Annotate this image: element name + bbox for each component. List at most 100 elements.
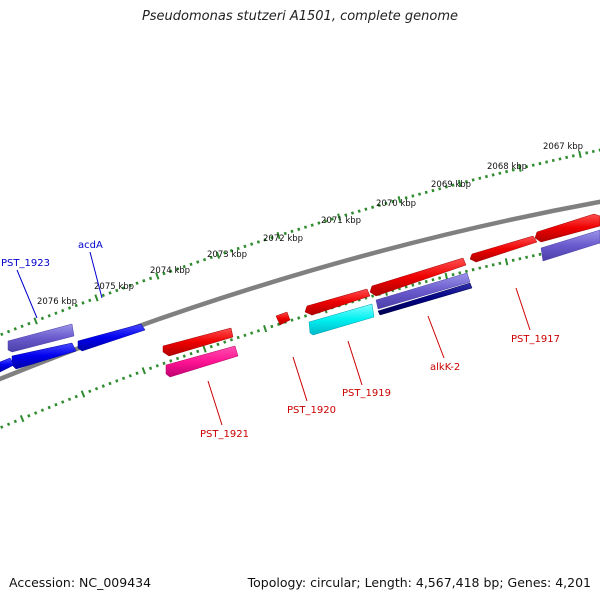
- minor-tick: [297, 227, 301, 231]
- major-tick: [19, 415, 25, 423]
- major-tick: [94, 294, 99, 302]
- minor-tick: [418, 281, 422, 285]
- gene-label-pst1917[interactable]: PST_1917: [511, 334, 560, 345]
- minor-tick: [128, 374, 132, 378]
- kbp-label: 2076 kbp: [37, 297, 77, 307]
- minor-tick: [330, 217, 334, 221]
- minor-tick: [216, 342, 220, 347]
- minor-tick: [444, 185, 448, 189]
- minor-tick: [175, 356, 180, 361]
- minor-tick: [101, 384, 105, 388]
- major-tick: [215, 251, 221, 259]
- gene-arrow-pst1921-pink[interactable]: [165, 345, 239, 378]
- minor-tick: [101, 293, 105, 298]
- gene-arrow-pst1923-forward[interactable]: [7, 323, 75, 353]
- major-tick: [337, 213, 342, 221]
- minor-tick: [209, 255, 213, 260]
- minor-tick: [418, 192, 422, 196]
- gene-arrow-pst1918-forward[interactable]: [469, 235, 538, 263]
- minor-tick: [61, 400, 65, 404]
- gene-arrow-acda-forward[interactable]: [77, 323, 146, 352]
- minor-tick: [243, 333, 247, 337]
- major-tick: [202, 345, 207, 353]
- gene-arrow-pst1917-forward[interactable]: [534, 213, 600, 243]
- minor-tick: [263, 238, 267, 242]
- minor-tick: [115, 288, 119, 293]
- minor-tick: [511, 168, 515, 172]
- minor-tick: [108, 291, 112, 295]
- minor-tick: [344, 213, 348, 217]
- minor-tick: [518, 257, 522, 261]
- minor-tick: [236, 246, 240, 251]
- minor-tick: [431, 278, 435, 282]
- reverse-strand-genes: [165, 229, 600, 378]
- minor-tick: [47, 314, 51, 318]
- minor-tick: [61, 308, 65, 313]
- gene-arrow-edge-forward[interactable]: [0, 357, 15, 373]
- minor-tick: [491, 173, 495, 177]
- minor-tick: [27, 414, 31, 418]
- minor-tick: [47, 405, 51, 410]
- gene-arrow-pst1921-small[interactable]: [275, 311, 291, 326]
- minor-tick: [0, 332, 4, 337]
- gene-label-pst1923[interactable]: PST_1923: [1, 258, 50, 269]
- gene-labels: PST_1923 acdA PST_1921 PST_1920 PST_1919…: [1, 240, 560, 440]
- kbp-label: 2068 kbp: [487, 162, 527, 172]
- gene-arrow-pst1917-reverse[interactable]: [540, 229, 600, 262]
- major-tick: [444, 272, 449, 280]
- gene-label-alkk2[interactable]: alkK-2: [430, 362, 460, 373]
- minor-tick: [545, 160, 549, 164]
- forward-strand-genes: [0, 213, 600, 373]
- minor-tick: [571, 154, 575, 158]
- minor-tick: [142, 278, 146, 283]
- gene-arrow-pst1919-cyan[interactable]: [308, 303, 375, 336]
- minor-tick: [74, 303, 78, 308]
- gene-arrow-alkk2-slate[interactable]: [375, 272, 471, 310]
- minor-tick: [13, 419, 18, 424]
- gene-label-pst1920[interactable]: PST_1920: [287, 405, 336, 416]
- gene-arrow-pst1921-forward[interactable]: [162, 327, 234, 357]
- gene-label-pst1921[interactable]: PST_1921: [200, 429, 249, 440]
- kbp-label: 2074 kbp: [150, 266, 190, 276]
- minor-tick: [148, 366, 153, 370]
- minor-tick: [525, 255, 529, 259]
- minor-tick: [189, 262, 193, 266]
- gene-label-acda[interactable]: acdA: [78, 240, 103, 251]
- gene-label-pst1919[interactable]: PST_1919: [342, 388, 391, 399]
- minor-tick: [411, 194, 415, 198]
- kbp-label: 2067 kbp: [543, 142, 583, 152]
- minor-tick: [27, 321, 31, 326]
- minor-tick: [498, 261, 502, 266]
- minor-tick: [525, 165, 529, 169]
- gene-arrow-alkk2-forward[interactable]: [369, 257, 467, 297]
- minor-tick: [67, 306, 72, 310]
- minor-tick: [484, 174, 488, 179]
- minor-tick: [283, 231, 287, 236]
- minor-tick: [162, 361, 166, 365]
- minor-tick: [121, 376, 126, 380]
- minor-tick: [88, 298, 92, 303]
- leader-line-pst1919: [347, 340, 363, 386]
- outer-tick-track: [0, 148, 600, 337]
- minor-tick: [270, 324, 274, 329]
- minor-tick: [67, 397, 72, 402]
- minor-tick: [350, 211, 355, 215]
- minor-tick: [0, 425, 4, 429]
- minor-tick: [364, 207, 368, 211]
- minor-tick: [155, 364, 159, 368]
- minor-tick: [464, 269, 468, 274]
- gene-arrow-alkk2-navy[interactable]: [377, 282, 473, 316]
- leader-line-pst1923: [16, 269, 38, 319]
- minor-tick: [451, 272, 455, 277]
- major-tick: [397, 196, 402, 204]
- minor-tick: [438, 187, 442, 191]
- minor-tick: [290, 229, 294, 234]
- gene-arrow-pst1920-forward[interactable]: [304, 288, 371, 316]
- accession-footer: Accession: NC_009434: [9, 575, 152, 590]
- minor-tick: [297, 316, 301, 320]
- minor-tick: [471, 268, 475, 272]
- minor-tick: [371, 294, 375, 298]
- minor-tick: [256, 329, 260, 333]
- minor-tick: [54, 311, 58, 315]
